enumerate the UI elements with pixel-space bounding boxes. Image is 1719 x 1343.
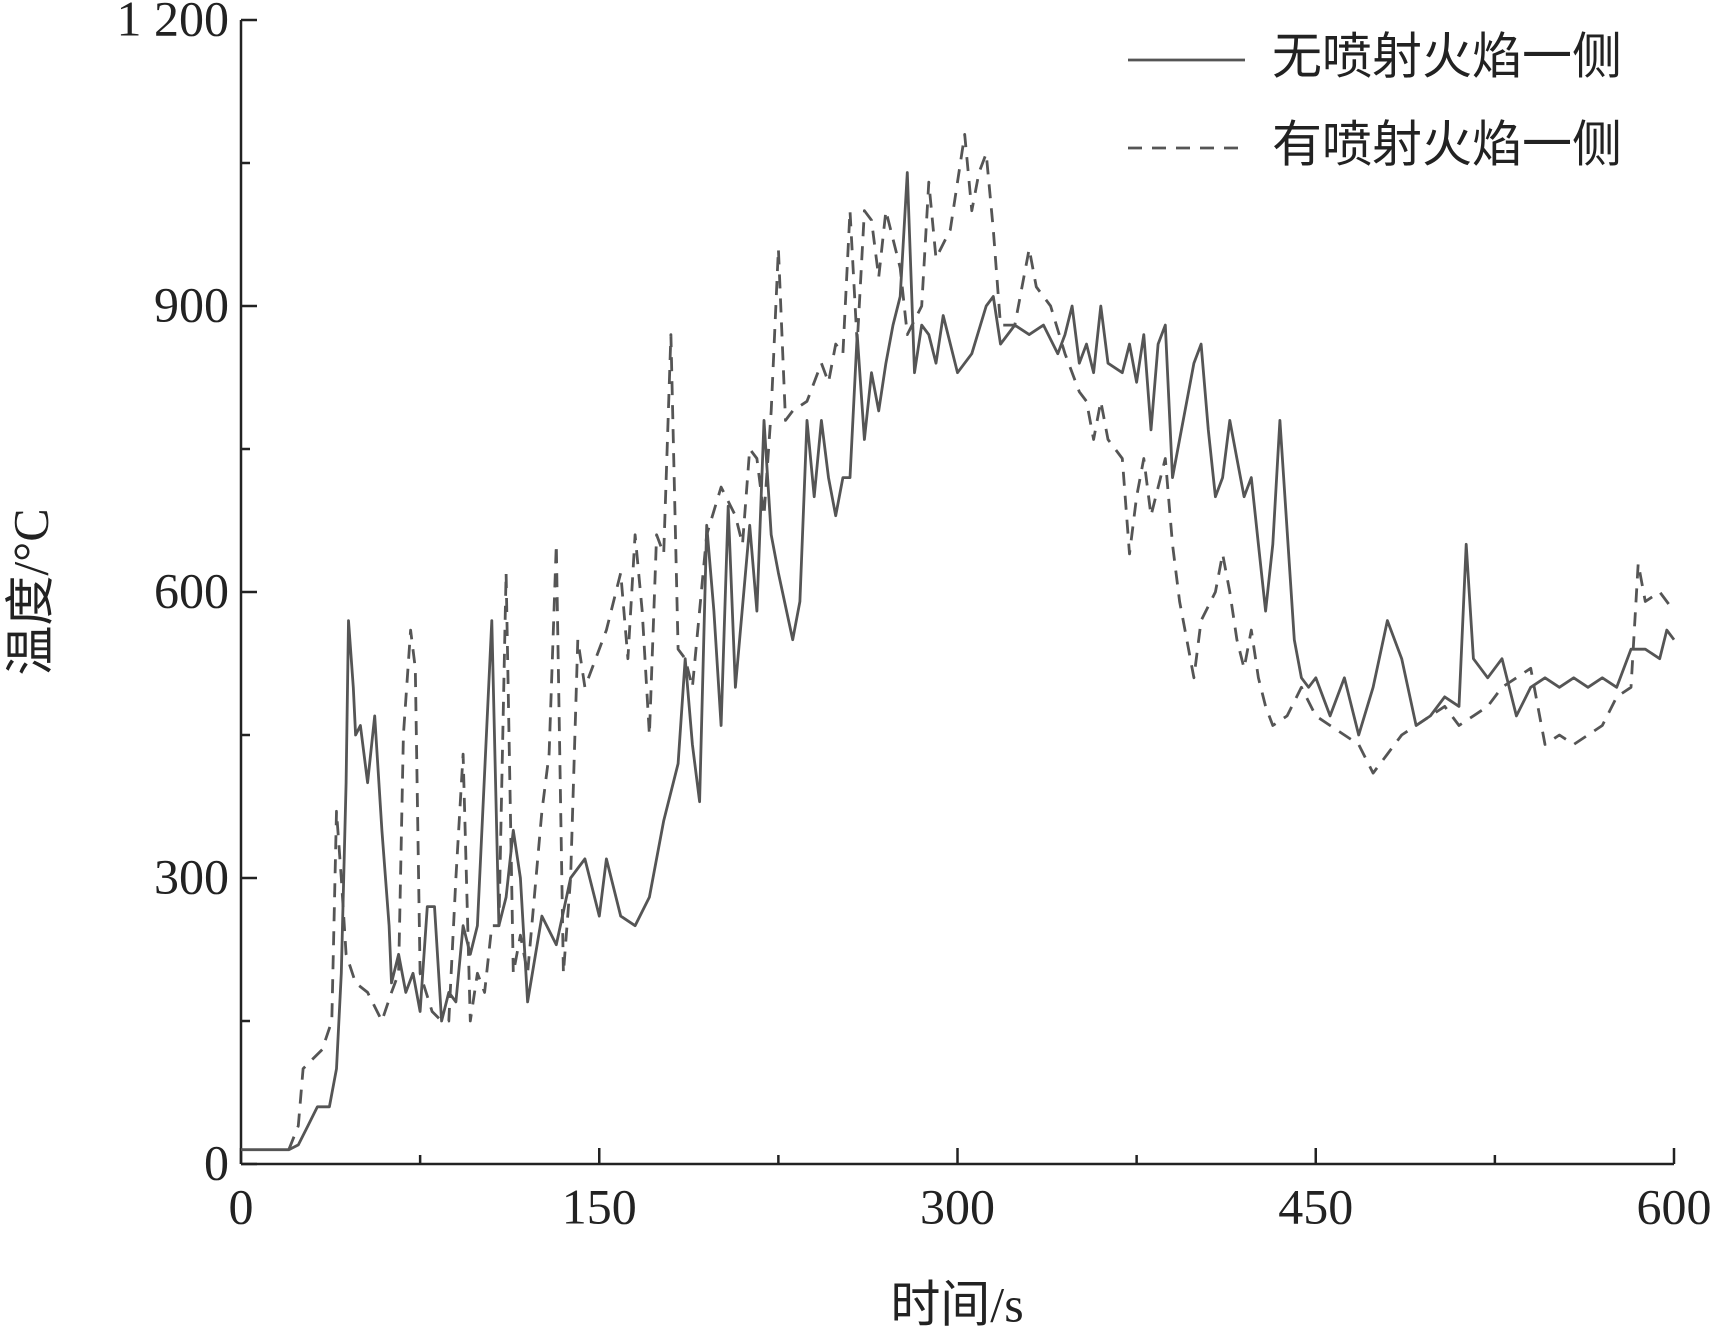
legend-label: 无喷射火焰一侧 (1272, 28, 1622, 84)
legend-label: 有喷射火焰一侧 (1272, 116, 1622, 172)
y-tick-label: 900 (154, 276, 229, 332)
series-line (287, 133, 1676, 1151)
x-tick-label: 0 (229, 1178, 254, 1234)
y-tick-label: 0 (204, 1134, 229, 1190)
y-tick-label: 600 (154, 562, 229, 618)
series-line (241, 171, 1676, 1152)
x-tick-label: 300 (920, 1178, 995, 1234)
y-tick-label: 300 (154, 848, 229, 904)
x-tick-label: 600 (1637, 1178, 1712, 1234)
x-axis-label: 时间/s (890, 1276, 1023, 1332)
x-tick-label: 450 (1278, 1178, 1353, 1234)
y-axis-label: 温度/°C (2, 508, 58, 675)
x-tick-label: 150 (562, 1178, 637, 1234)
y-tick-label: 1 200 (117, 0, 230, 46)
